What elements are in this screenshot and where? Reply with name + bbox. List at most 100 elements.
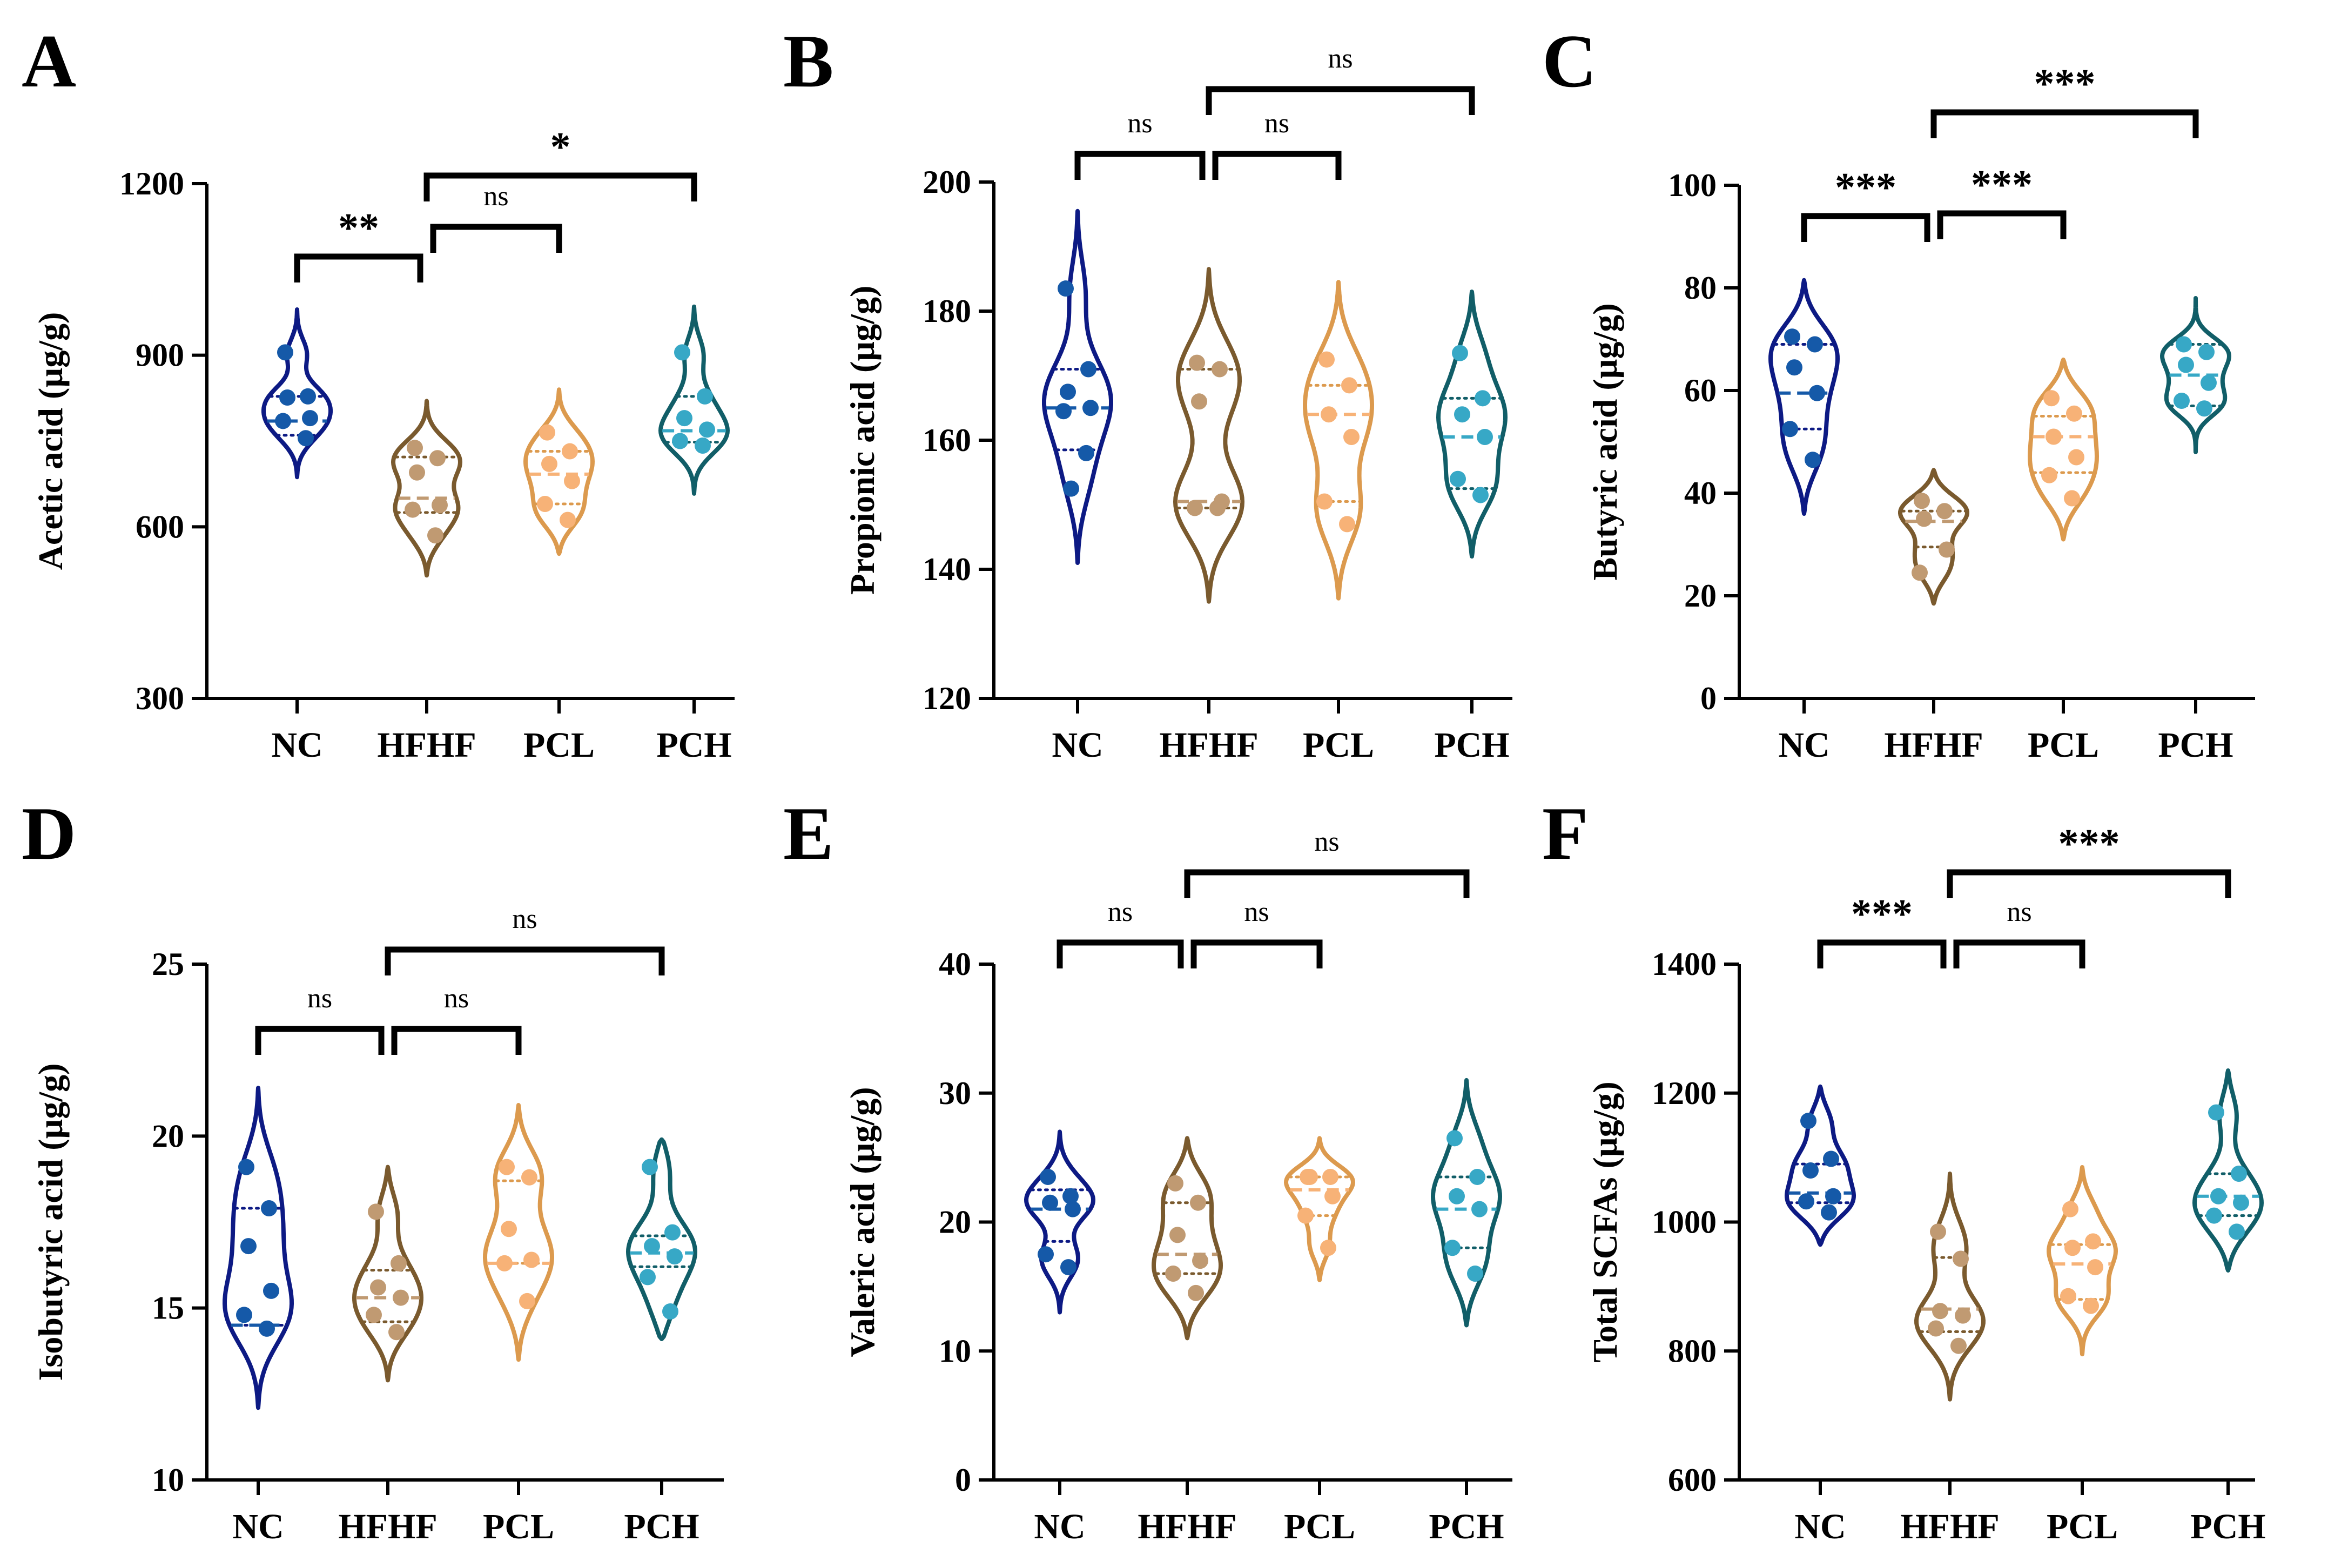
data-point — [1809, 385, 1825, 401]
data-point — [1078, 445, 1094, 461]
violin-pcl — [483, 1103, 554, 1362]
panel-letter: E — [783, 792, 833, 876]
data-point — [1167, 1175, 1183, 1192]
significance-brackets: *** *** *** — [1801, 61, 2199, 242]
y-tick-label: 1200 — [119, 166, 184, 201]
data-point — [1823, 1150, 1839, 1167]
axes: 300 600 900 1200 NC HFHF PCL PCH — [119, 166, 735, 765]
y-tick-label: 180 — [923, 293, 971, 329]
data-point — [1192, 1253, 1208, 1269]
data-point — [388, 1324, 405, 1341]
violin-outline — [1284, 1136, 1355, 1282]
y-axis-label: Valeric acid (µg/g) — [843, 1087, 882, 1357]
panel-letter: F — [1542, 792, 1589, 876]
y-tick-label: 0 — [1700, 681, 1717, 716]
bracket-hfhf-pch — [1184, 869, 1470, 898]
violin-outline — [1768, 278, 1840, 516]
data-point — [1928, 1320, 1944, 1337]
x-tick-label: PCH — [2158, 725, 2233, 765]
data-point — [1449, 1188, 1465, 1204]
data-point — [1212, 361, 1228, 378]
violin-nc — [223, 1086, 294, 1410]
violin-outline — [483, 1103, 554, 1362]
violin-nc — [1042, 208, 1113, 565]
violin-pcl — [1303, 280, 1374, 601]
y-tick-label: 800 — [1668, 1333, 1717, 1369]
data-point — [541, 455, 557, 472]
data-point — [519, 1293, 535, 1309]
panel-d: D Isobutyric acid (µg/g) 10 15 20 25 NC HFHF PCL… — [22, 792, 724, 1546]
violin-pch — [1431, 1078, 1502, 1328]
violin-pch — [1436, 290, 1508, 559]
data-point — [279, 389, 295, 406]
panel-f: F Total SCFAs (µg/g) 600 800 1000 1200 1400 NC H… — [1542, 792, 2266, 1546]
data-point — [664, 1224, 681, 1241]
violin-outline — [352, 1165, 423, 1383]
data-point — [302, 410, 318, 427]
data-point — [1058, 280, 1074, 297]
violin-hfhf — [1173, 267, 1244, 604]
y-axis-label: Butyric acid (µg/g) — [1586, 303, 1624, 580]
x-tick-label: NC — [232, 1507, 284, 1546]
data-point — [521, 1169, 537, 1186]
x-tick-label: PCH — [624, 1507, 699, 1546]
bracket-nc-hfhf — [1074, 151, 1206, 180]
data-point — [674, 344, 690, 361]
data-point — [277, 344, 293, 361]
violin-hfhf — [391, 399, 462, 578]
data-point — [1932, 1303, 1948, 1320]
data-point — [676, 410, 692, 427]
data-point — [1916, 510, 1932, 527]
data-point — [1062, 1188, 1079, 1204]
y-tick-label: 60 — [1684, 373, 1717, 408]
bracket-hfhf-pcl — [1937, 210, 2067, 239]
data-point — [1469, 1168, 1485, 1185]
data-point — [427, 527, 443, 544]
violin-outline — [1436, 290, 1508, 559]
data-point — [275, 413, 291, 429]
data-point — [537, 495, 553, 512]
data-point — [697, 388, 713, 405]
significance-label: ns — [444, 983, 469, 1014]
significance-label: ns — [1314, 826, 1339, 857]
axes: 0 10 20 30 40 NC HFHF PCL PCH — [939, 946, 1512, 1546]
x-tick-label: PCH — [1434, 725, 1509, 765]
y-axis-label: Isobutyric acid (µg/g) — [31, 1064, 70, 1381]
data-point — [496, 1255, 513, 1271]
axes: 120 140 160 180 200 NC HFHF PCL PCH — [923, 164, 1512, 765]
axes: 10 15 20 25 NC HFHF PCL PCH — [152, 946, 724, 1546]
significance-brackets: ns ns ns — [255, 904, 665, 1055]
data-point — [1320, 1240, 1336, 1256]
violin-outline — [658, 304, 730, 496]
data-point — [2176, 336, 2192, 353]
y-tick-label: 30 — [939, 1075, 971, 1111]
significance-brackets: ** ns * — [294, 124, 697, 282]
y-tick-label: 300 — [136, 681, 184, 716]
x-tick-label: PCL — [1284, 1507, 1355, 1546]
data-point — [501, 1221, 517, 1237]
x-tick-label: PCL — [2047, 1507, 2118, 1546]
data-point — [2043, 390, 2060, 407]
y-tick-label: 40 — [1684, 475, 1717, 511]
data-point — [2201, 374, 2217, 391]
violin-outline — [1785, 1084, 1856, 1247]
data-point — [564, 473, 580, 489]
y-tick-label: 40 — [939, 946, 971, 982]
bracket-nc-hfhf — [294, 253, 423, 282]
data-point — [2041, 467, 2057, 483]
violin-hfhf — [1914, 1172, 1986, 1402]
bracket-hfhf-pch — [423, 172, 697, 201]
data-point — [1063, 480, 1079, 497]
violin-outline — [1914, 1172, 1986, 1402]
data-point — [236, 1307, 252, 1323]
data-point — [405, 501, 421, 518]
y-tick-label: 25 — [152, 946, 184, 982]
violin-hfhf — [1898, 468, 1969, 606]
data-point — [391, 1255, 407, 1271]
data-point — [2087, 1259, 2103, 1276]
bracket-nc-hfhf — [1817, 939, 1947, 968]
violin-outline — [1042, 208, 1113, 565]
x-tick-label: NC — [1034, 1507, 1085, 1546]
bracket-hfhf-pch — [1947, 869, 2231, 898]
data-point — [2068, 449, 2084, 466]
